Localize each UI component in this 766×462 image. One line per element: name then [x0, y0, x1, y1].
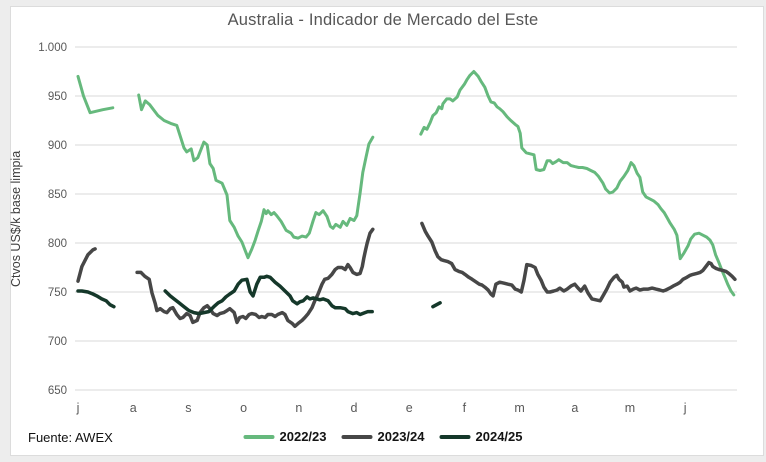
- legend-label-2022-23: 2022/23: [279, 429, 327, 444]
- legend-label-2023-24: 2023/24: [377, 429, 425, 444]
- legend-item-2023-24: 2023/24: [341, 429, 425, 444]
- series-line-2023-24: [76, 247, 97, 283]
- x-tick-label: s: [185, 401, 191, 415]
- x-tick-label: m: [514, 401, 524, 415]
- y-tick-label: 900: [48, 140, 67, 152]
- x-tick-label: n: [295, 401, 302, 415]
- series-line-2022-23: [137, 93, 375, 260]
- y-axis-title: Ctvos US$/k base limpia: [9, 150, 23, 287]
- legend-item-2022-23: 2022/23: [243, 429, 327, 444]
- x-tick-label: o: [240, 401, 247, 415]
- x-tick-label: f: [463, 401, 467, 415]
- legend: 2022/23 2023/24 2024/25: [243, 429, 523, 444]
- y-tick-label: 1.000: [38, 42, 67, 54]
- series-line-2023-24: [420, 221, 737, 303]
- legend-swatch-2022-23: [243, 434, 275, 439]
- y-tick-label: 750: [48, 287, 67, 299]
- y-tick-label: 800: [48, 238, 67, 250]
- x-tick-label: a: [571, 401, 578, 415]
- legend-item-2024-25: 2024/25: [439, 429, 523, 444]
- legend-swatch-2023-24: [341, 434, 373, 439]
- x-tick-label: a: [130, 401, 137, 415]
- chart-panel: [10, 6, 764, 456]
- series-line-2024-25: [76, 289, 116, 309]
- y-tick-label: 700: [48, 336, 67, 348]
- legend-swatch-2024-25: [439, 434, 471, 439]
- x-tick-label: j: [683, 401, 687, 415]
- legend-label-2024-25: 2024/25: [475, 429, 523, 444]
- y-tick-label: 650: [48, 385, 67, 397]
- y-tick-label: 950: [48, 91, 67, 103]
- x-tick-label: j: [76, 401, 80, 415]
- x-tick-label: e: [406, 401, 413, 415]
- series-line-2022-23: [76, 74, 115, 115]
- x-tick-label: d: [351, 401, 358, 415]
- series-line-2022-23: [419, 70, 736, 297]
- x-tick-label: m: [625, 401, 635, 415]
- y-tick-label: 850: [48, 189, 67, 201]
- source-note: Fuente: AWEX: [28, 430, 113, 445]
- series-line-2023-24: [135, 227, 375, 329]
- series-line-2024-25: [431, 301, 442, 309]
- series-line-2024-25: [163, 274, 374, 317]
- chart-title: Australia - Indicador de Mercado del Est…: [227, 11, 539, 29]
